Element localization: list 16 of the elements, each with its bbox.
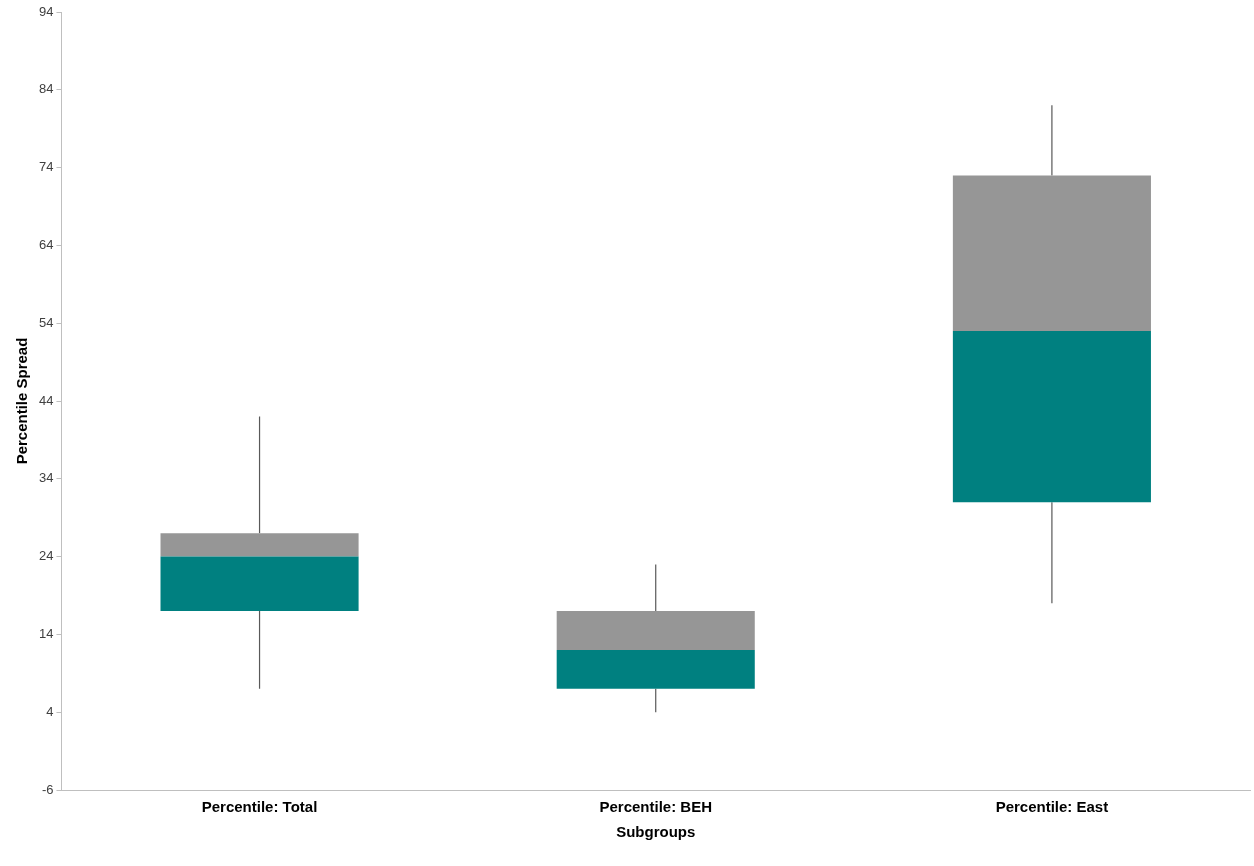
x-tick-label: Percentile: Total xyxy=(201,798,318,816)
y-tick-label: 44 xyxy=(38,392,54,408)
y-tick-label: 84 xyxy=(38,81,54,97)
y-tick-label: 64 xyxy=(38,236,54,252)
y-tick-label: 74 xyxy=(38,159,54,175)
y-tick-label: 4 xyxy=(46,703,54,719)
x-tick-label: Percentile: BEH xyxy=(599,798,712,816)
y-tick-label: 94 xyxy=(38,3,54,19)
y-tick-label: -6 xyxy=(41,781,54,797)
y-axis-title: Percentile Spread xyxy=(13,337,31,465)
y-tick-label: 34 xyxy=(38,470,54,486)
x-tick-label: Percentile: East xyxy=(995,798,1109,816)
y-tick-label: 14 xyxy=(38,625,54,641)
y-tick-label: 24 xyxy=(38,548,54,564)
x-axis-title: Subgroups xyxy=(616,823,696,841)
y-tick-label: 54 xyxy=(38,314,54,330)
